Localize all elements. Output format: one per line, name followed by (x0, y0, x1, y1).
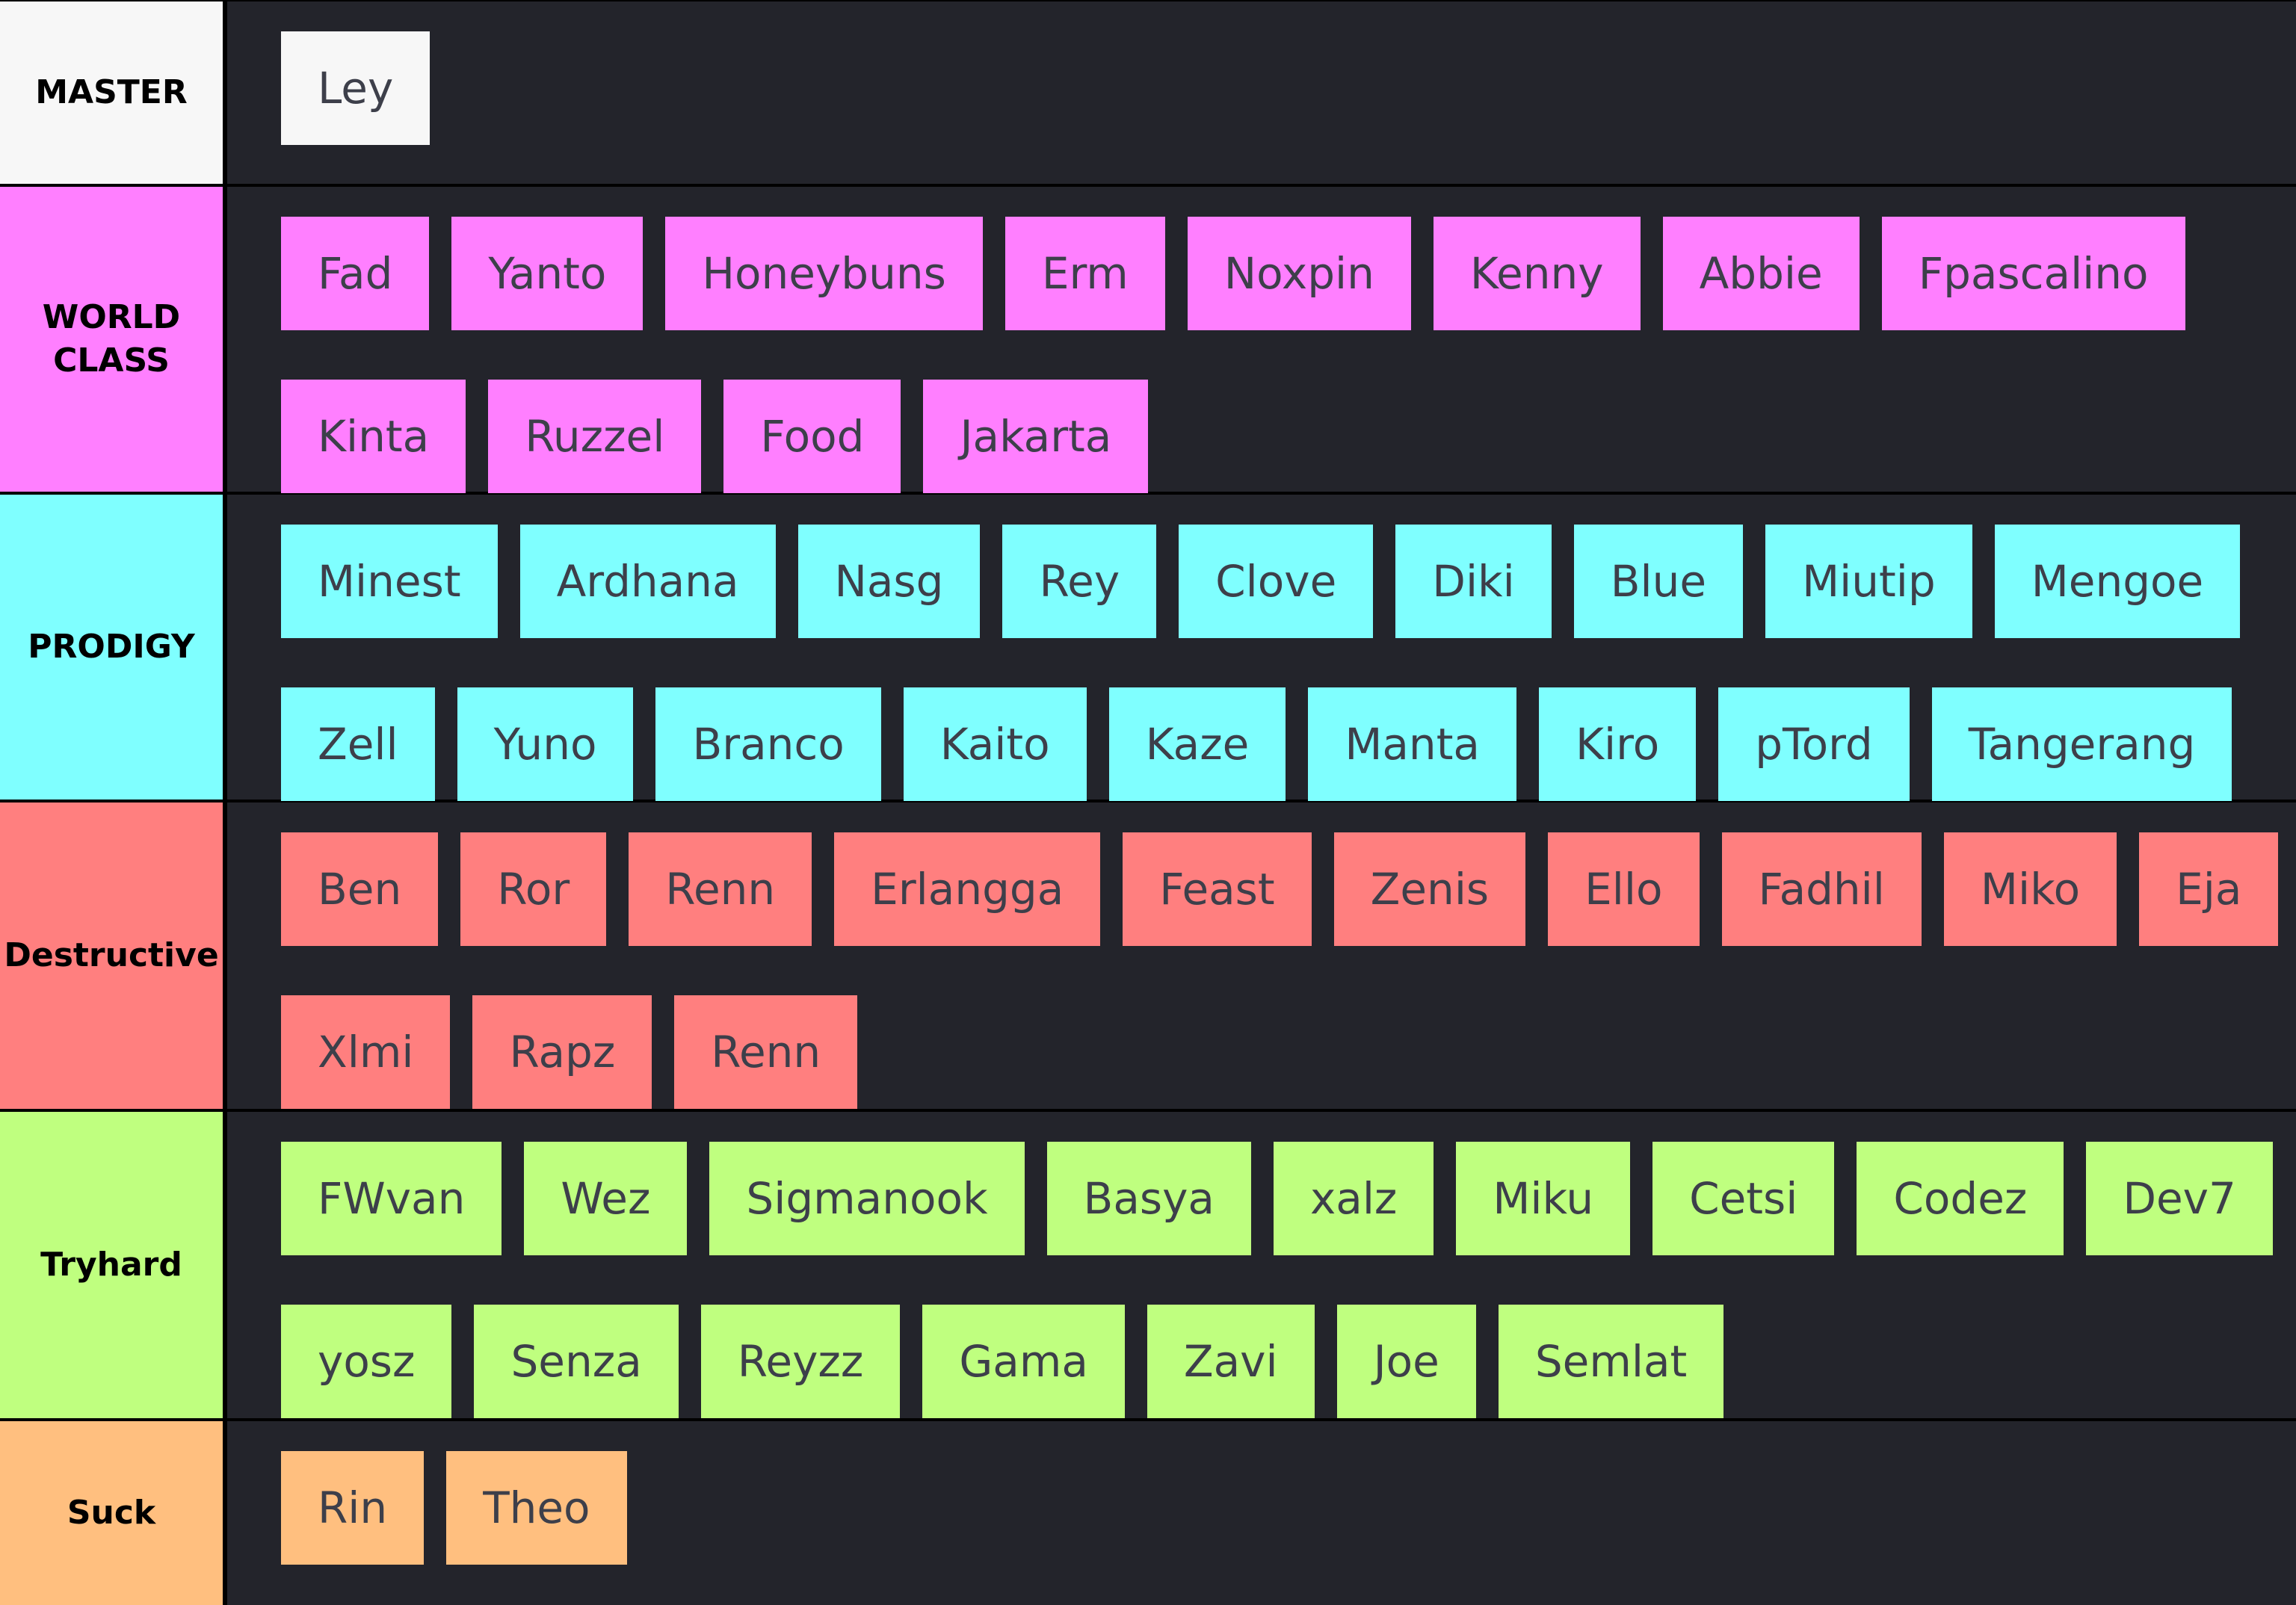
tier-row: Suck Rin Theo (0, 1421, 2296, 1605)
tier-item[interactable]: Renn (674, 995, 858, 1109)
tier-item[interactable]: Yanto (451, 217, 644, 330)
tier-item[interactable]: Codez (1857, 1142, 2064, 1255)
tier-label[interactable]: WORLD CLASS (0, 187, 223, 492)
tier-item[interactable]: Kaito (903, 687, 1087, 801)
tier-items-area[interactable]: Ley (227, 1, 2296, 184)
tier-items-area[interactable]: Minest Ardhana Nasg Rey Clove Diki Blue Miutip M… (227, 495, 2296, 801)
tier-item[interactable]: Kenny (1433, 217, 1641, 330)
tier-item[interactable]: Clove (1179, 525, 1374, 638)
tier-row: WORLD CLASS Fad Yanto Honeybuns Erm Noxpin Ken… (0, 187, 2296, 493)
tier-item[interactable]: xalz (1273, 1142, 1434, 1255)
tier-item[interactable]: Miko (1943, 832, 2117, 946)
tier-item[interactable]: Fad (281, 217, 430, 330)
tier-item[interactable]: Noxpin (1187, 217, 1411, 330)
tier-item[interactable]: Fpascalino (1881, 217, 2185, 330)
tier-items-area[interactable]: Fad Yanto Honeybuns Erm Noxpin Kenny Abbie Fpas… (227, 187, 2296, 493)
tier-item[interactable]: Branco (655, 687, 881, 801)
tier-item[interactable]: Zell (281, 687, 435, 801)
tier-item[interactable]: Senza (474, 1305, 679, 1418)
tier-item[interactable]: Basya (1046, 1142, 1251, 1255)
tier-item[interactable]: Honeybuns (665, 217, 983, 330)
tier-item[interactable]: Cetsi (1652, 1142, 1835, 1255)
tier-item[interactable]: Renn (629, 832, 812, 946)
tier-item[interactable]: Kinta (281, 380, 466, 493)
tier-label[interactable]: Destructive (0, 802, 223, 1109)
tier-item[interactable]: Rin (281, 1451, 425, 1565)
tier-item[interactable]: Mengoe (1994, 525, 2241, 638)
tier-item[interactable]: Ley (281, 31, 430, 145)
tier-item[interactable]: Yuno (457, 687, 634, 801)
tier-item[interactable]: Zavi (1147, 1305, 1315, 1418)
tier-item[interactable]: Eja (2139, 832, 2279, 946)
tier-item[interactable]: yosz (281, 1305, 452, 1418)
tier-item[interactable]: Erm (1004, 217, 1165, 330)
tier-item[interactable]: Ror (460, 832, 607, 946)
tier-item[interactable]: Ardhana (519, 525, 776, 638)
tier-label[interactable]: PRODIGY (0, 495, 223, 800)
tier-item[interactable]: Sigmanook (709, 1142, 1025, 1255)
tier-item[interactable]: Semlat (1498, 1305, 1724, 1418)
tier-item[interactable]: Kiro (1538, 687, 1697, 801)
tier-items-area[interactable]: Ben Ror Renn Erlangga Feast Zenis Ello Fadhil Mi… (227, 802, 2296, 1109)
tier-item[interactable]: Ello (1548, 832, 1700, 946)
tier-item[interactable]: Minest (281, 525, 498, 638)
tier-item[interactable]: Fadhil (1721, 832, 1922, 946)
tier-label[interactable]: Tryhard (0, 1112, 223, 1418)
tier-item[interactable]: Jakarta (923, 380, 1149, 493)
tier-item[interactable]: Wez (524, 1142, 688, 1255)
tier-item[interactable]: pTord (1718, 687, 1910, 801)
tier-items-area[interactable]: Rin Theo (227, 1421, 2296, 1605)
tier-row: Destructive Ben Ror Renn Erlangga Feast Zenis E… (0, 802, 2296, 1109)
tier-row: PRODIGY Minest Ardhana Nasg Rey Clove Diki Blue… (0, 495, 2296, 801)
tier-item[interactable]: Dev7 (2086, 1142, 2273, 1255)
tier-item[interactable]: Ruzzel (488, 380, 702, 493)
tier-item[interactable]: Xlmi (281, 995, 451, 1109)
tier-item[interactable]: Gama (922, 1305, 1125, 1418)
tier-item[interactable]: Diki (1395, 525, 1552, 638)
tier-item[interactable]: Miutip (1765, 525, 1972, 638)
tier-item[interactable]: Zenis (1333, 832, 1526, 946)
tier-item[interactable]: Rey (1002, 525, 1157, 638)
tier-item[interactable]: Food (723, 380, 901, 493)
tier-item[interactable]: Blue (1573, 525, 1744, 638)
tier-item[interactable]: Ben (281, 832, 439, 946)
tier-item[interactable]: Rapz (472, 995, 652, 1109)
tier-item[interactable]: FWvan (281, 1142, 502, 1255)
tier-items-area[interactable]: FWvan Wez Sigmanook Basya xalz Miku Cetsi Codez… (227, 1112, 2296, 1418)
tier-item[interactable]: Kaze (1108, 687, 1286, 801)
tier-item[interactable]: Reyzz (700, 1305, 901, 1418)
tier-item[interactable]: Nasg (797, 525, 981, 638)
tier-item[interactable]: Tangerang (1931, 687, 2232, 801)
tier-item[interactable]: Manta (1308, 687, 1516, 801)
tier-item[interactable]: Theo (446, 1451, 627, 1565)
tier-row: MASTER Ley (0, 1, 2296, 184)
tier-item[interactable]: Joe (1336, 1305, 1476, 1418)
tier-label[interactable]: MASTER (0, 1, 223, 184)
tier-item[interactable]: Feast (1123, 832, 1312, 946)
tier-item[interactable]: Erlangga (834, 832, 1101, 946)
tier-item[interactable]: Miku (1456, 1142, 1631, 1255)
tier-label[interactable]: Suck (0, 1421, 223, 1605)
tier-row: Tryhard FWvan Wez Sigmanook Basya xalz Miku Cet… (0, 1112, 2296, 1418)
tier-item[interactable]: Abbie (1662, 217, 1860, 330)
